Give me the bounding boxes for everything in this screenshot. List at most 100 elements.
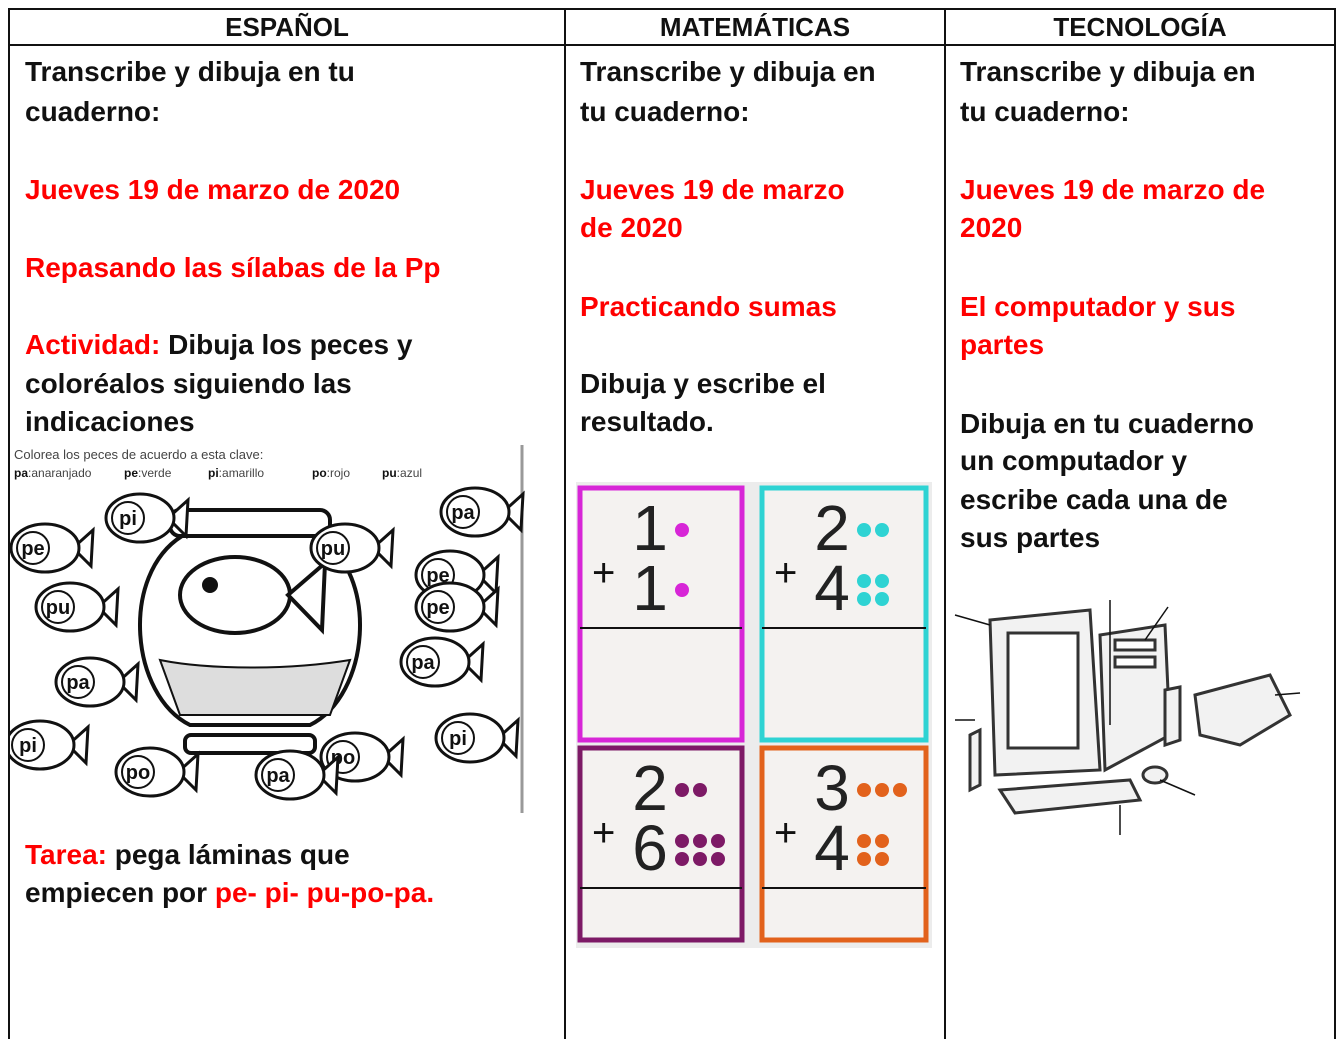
text-line: un computador y bbox=[960, 445, 1188, 476]
key-color: amarillo bbox=[222, 466, 264, 480]
fish-tail bbox=[380, 735, 405, 779]
text-line: Tarea: pega láminas que bbox=[25, 838, 350, 872]
fish-head bbox=[61, 665, 95, 699]
key-syllable: pu bbox=[382, 466, 397, 480]
fish-head bbox=[41, 590, 75, 624]
counter-dot bbox=[875, 783, 889, 797]
fish-tail bbox=[500, 490, 525, 534]
addend: 4 bbox=[814, 812, 850, 884]
key-syllable: pe bbox=[124, 466, 138, 480]
fish-head bbox=[11, 728, 45, 762]
column-header: TECNOLOGÍA bbox=[1053, 12, 1227, 42]
card bbox=[577, 745, 745, 943]
counter-dot bbox=[875, 852, 889, 866]
text-line: resultado. bbox=[580, 406, 714, 437]
fish: po bbox=[114, 746, 200, 798]
addend: 2 bbox=[632, 752, 668, 824]
fish-syllable: pi bbox=[449, 728, 467, 750]
fish-tail bbox=[165, 496, 190, 540]
fish: pa bbox=[254, 749, 340, 801]
text-line: Jueves 19 de marzo de 2020 bbox=[25, 174, 401, 205]
text-line: cuaderno: bbox=[25, 96, 161, 127]
homework-label: Tarea: bbox=[25, 839, 107, 870]
addend: 2 bbox=[814, 492, 850, 564]
counter-dot bbox=[857, 852, 871, 866]
counter-dot bbox=[857, 574, 871, 588]
text-line: Dibuja en tu cuaderno bbox=[960, 408, 1255, 439]
counter-dot bbox=[675, 523, 689, 537]
counter-dot bbox=[675, 583, 689, 597]
fish-tail bbox=[70, 526, 95, 570]
activity-text: indicaciones bbox=[25, 406, 195, 437]
fish-syllable: pa bbox=[451, 502, 475, 524]
fish: pi bbox=[104, 492, 190, 544]
fish-tail bbox=[475, 585, 500, 629]
key-color: rojo bbox=[330, 466, 350, 480]
fish-head bbox=[261, 758, 295, 792]
key-entry: po:rojo bbox=[312, 466, 350, 480]
card bbox=[759, 745, 929, 943]
text-line: Transcribe y dibuja en bbox=[960, 56, 1256, 87]
text-line: de 2020 bbox=[580, 212, 683, 243]
fish-head bbox=[16, 531, 50, 565]
fish-syllable: pu bbox=[321, 538, 345, 560]
fish-tail bbox=[370, 526, 395, 570]
text-line: empiecen por pe- pi- pu-po-pa. bbox=[25, 876, 434, 910]
fish-tail bbox=[175, 750, 200, 794]
fish-head bbox=[406, 645, 440, 679]
fish-tail bbox=[475, 553, 500, 597]
counter-dot bbox=[893, 783, 907, 797]
text-line: sus partes bbox=[960, 522, 1101, 553]
text-line: tu cuaderno: bbox=[960, 96, 1130, 127]
fish-syllable: pe bbox=[426, 597, 449, 619]
addend: 3 bbox=[814, 752, 850, 824]
plus-sign: + bbox=[774, 811, 797, 855]
fish-tail bbox=[460, 640, 485, 684]
key-syllable: pa bbox=[14, 466, 28, 480]
activity-text: coloréalos siguiendo las bbox=[25, 368, 352, 399]
fish: pi bbox=[434, 712, 520, 764]
key-entry: pu:azul bbox=[382, 466, 422, 480]
key-syllable: pi bbox=[208, 466, 219, 480]
text-line: Transcribe y dibuja en tu bbox=[25, 56, 355, 87]
homework-text: pega láminas que bbox=[114, 839, 350, 870]
text-line: El computador y sus bbox=[960, 291, 1236, 322]
fish-tail bbox=[115, 660, 140, 704]
counter-dot bbox=[711, 852, 725, 866]
activity-text: Dibuja los peces y bbox=[168, 329, 413, 360]
key-color: anaranjado bbox=[31, 466, 91, 480]
fish-tail bbox=[315, 753, 340, 797]
fish-syllable: pi bbox=[19, 735, 37, 757]
fish-syllable: pa bbox=[411, 652, 435, 674]
text-line: Dibuja y escribe el bbox=[580, 368, 826, 399]
fish-head bbox=[316, 531, 350, 565]
table-border bbox=[8, 8, 1335, 10]
text-line: coloréalos siguiendo las bbox=[25, 367, 352, 401]
addend: 1 bbox=[632, 492, 668, 564]
card bbox=[759, 485, 929, 743]
counter-dot bbox=[693, 852, 707, 866]
fish-worksheet: Colorea los peces de acuerdo a esta clav… bbox=[10, 445, 525, 815]
counter-dot bbox=[875, 523, 889, 537]
table-border bbox=[944, 8, 946, 1039]
counter-dot bbox=[675, 783, 689, 797]
homework-text: empiecen por bbox=[25, 877, 208, 908]
key-color: azul bbox=[400, 466, 422, 480]
fish-syllable: pa bbox=[266, 765, 290, 787]
key-syllable: po bbox=[312, 466, 327, 480]
fish-head bbox=[121, 755, 155, 789]
addend: 6 bbox=[632, 812, 668, 884]
homework-syllables: pe- pi- pu-po-pa. bbox=[214, 877, 435, 908]
fish-head bbox=[446, 495, 480, 529]
counter-dot bbox=[857, 523, 871, 537]
counter-dot bbox=[875, 592, 889, 606]
fish-head bbox=[441, 721, 475, 755]
table-border bbox=[8, 8, 10, 1039]
fish-syllable: pe bbox=[426, 565, 449, 587]
addition-cards: +11 +24+26 +34 bbox=[576, 482, 932, 948]
counter-dot bbox=[675, 852, 689, 866]
counter-dot bbox=[857, 783, 871, 797]
fish-syllable: pa bbox=[66, 672, 90, 694]
counter-dot bbox=[693, 783, 707, 797]
